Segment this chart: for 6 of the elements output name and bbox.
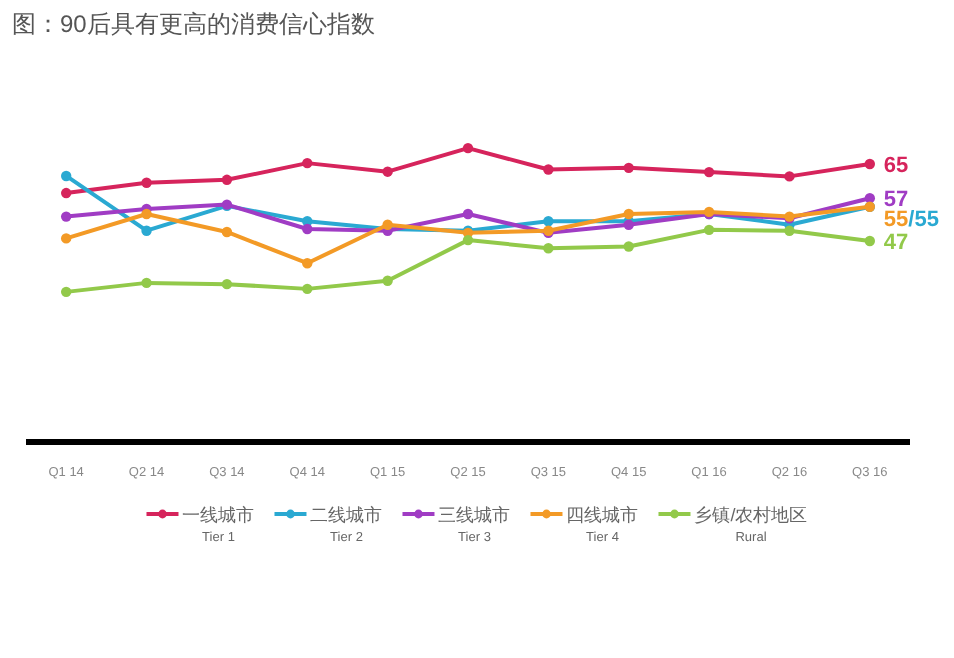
data-label: 47 xyxy=(883,230,909,255)
data-label: 55 xyxy=(883,208,909,233)
data-label: 57 xyxy=(883,188,909,213)
data-label: /55 xyxy=(908,208,939,233)
data-label: 65 xyxy=(883,153,909,178)
chart-title: 图：90后具有更高的消费信心指数 xyxy=(12,10,375,38)
